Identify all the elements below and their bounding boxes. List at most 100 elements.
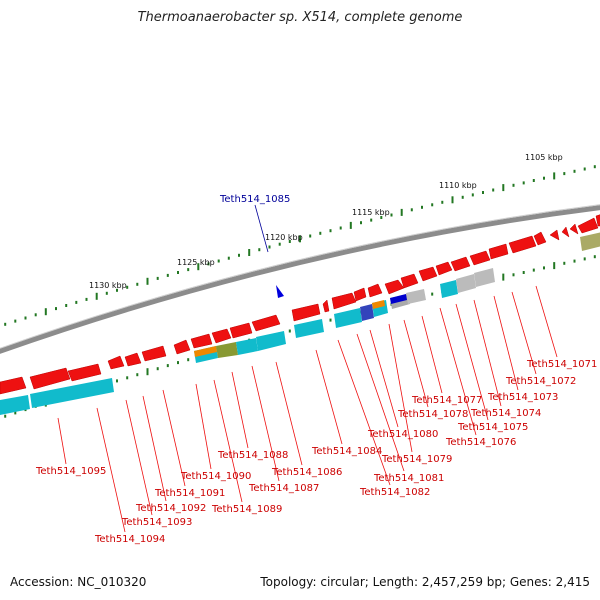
gene-leader-line <box>388 323 413 453</box>
scale-tick <box>370 218 373 222</box>
highlight-marker-icon[interactable] <box>276 285 284 298</box>
scale-tick <box>248 249 251 256</box>
gene-arrow[interactable] <box>450 256 471 272</box>
gene-arrow[interactable] <box>384 279 405 295</box>
gene-arrow[interactable] <box>508 235 537 254</box>
scale-tick <box>126 376 129 380</box>
gene-label[interactable]: Teth514_1093 <box>121 517 192 528</box>
scale-tick <box>65 304 68 307</box>
scale-tick <box>136 282 139 286</box>
gene-leader-line <box>213 379 243 503</box>
scale-tick <box>288 240 291 243</box>
gene-arrow[interactable] <box>400 273 419 289</box>
scale-tick <box>502 273 505 281</box>
gene-arrow[interactable] <box>322 299 330 313</box>
gene-arrow[interactable] <box>488 243 509 260</box>
cog-band <box>390 294 407 304</box>
gene-arrow[interactable] <box>29 367 71 390</box>
gene-arrow[interactable] <box>229 322 253 339</box>
cog-band <box>194 346 217 357</box>
scale-tick <box>55 307 57 311</box>
scale-tick <box>421 205 423 209</box>
scale-tick <box>512 183 515 187</box>
scale-tick <box>553 172 556 180</box>
scale-tick <box>288 329 291 333</box>
scale-tick <box>502 184 505 192</box>
scale-tick <box>116 379 118 383</box>
scale-tick <box>431 203 434 207</box>
cog-band <box>216 342 238 358</box>
gene-label[interactable]: Teth514_1074 <box>470 408 541 419</box>
gene-arrow[interactable] <box>367 283 383 298</box>
gene-arrow[interactable] <box>561 226 570 238</box>
gene-label[interactable]: Teth514_1071 <box>526 359 597 370</box>
gene-arrow[interactable] <box>124 352 142 367</box>
gene-arrow[interactable] <box>533 231 547 246</box>
scale-tick <box>360 221 362 225</box>
gene-arrow[interactable] <box>577 217 599 234</box>
gene-arrow[interactable] <box>251 314 281 332</box>
scale-tick <box>166 364 169 368</box>
gene-label[interactable]: Teth514_1086 <box>271 467 342 478</box>
gene-arrow[interactable] <box>291 303 321 322</box>
gene-arrow[interactable] <box>190 333 213 349</box>
scale-tick <box>75 300 78 304</box>
cog-band <box>236 338 258 355</box>
scale-tick <box>380 216 383 219</box>
scale-tick <box>156 276 159 280</box>
gene-label[interactable]: Teth514_1087 <box>248 483 319 494</box>
gene-label[interactable]: Teth514_1095 <box>35 466 106 477</box>
highlighted-gene-label[interactable]: Teth514_1085 <box>219 194 290 205</box>
cog-band <box>440 280 458 298</box>
cog-band <box>406 289 426 304</box>
gene-label[interactable]: Teth514_1073 <box>487 392 558 403</box>
gene-label[interactable]: Teth514_1092 <box>135 503 206 514</box>
gene-label[interactable]: Teth514_1089 <box>211 504 282 515</box>
gene-label[interactable]: Teth514_1094 <box>94 534 165 545</box>
gene-arrow[interactable] <box>469 250 491 266</box>
gene-arrow[interactable] <box>67 363 102 382</box>
gene-label[interactable]: Teth514_1080 <box>367 429 438 440</box>
scale-tick <box>543 176 545 180</box>
gene-label[interactable]: Teth514_1082 <box>359 487 430 498</box>
scale-tick <box>339 226 342 230</box>
gene-arrow[interactable] <box>173 339 191 355</box>
gene-label[interactable]: Teth514_1088 <box>217 450 288 461</box>
scale-tick <box>4 322 7 326</box>
scale-tick <box>85 297 88 301</box>
scale-label-1110: 1110 kbp <box>439 181 477 190</box>
gene-label[interactable]: Teth514_1078 <box>397 409 468 420</box>
gene-label[interactable]: Teth514_1072 <box>505 376 576 387</box>
scale-tick <box>563 261 566 265</box>
gene-label[interactable]: Teth514_1091 <box>154 488 225 499</box>
gene-label[interactable]: Teth514_1090 <box>180 471 251 482</box>
gene-arrow[interactable] <box>595 214 600 227</box>
gene-arrow[interactable] <box>211 328 232 344</box>
scale-tick <box>299 235 301 243</box>
gene-label[interactable]: Teth514_1079 <box>381 454 452 465</box>
gene-arrow[interactable] <box>0 376 27 395</box>
gene-arrow[interactable] <box>569 223 579 235</box>
gene-arrow[interactable] <box>435 261 453 276</box>
gene-arrow[interactable] <box>549 229 560 241</box>
gene-leader-line <box>231 371 249 449</box>
scale-tick <box>593 165 596 169</box>
gene-label[interactable]: Teth514_1081 <box>373 473 444 484</box>
gene-arrow[interactable] <box>141 345 167 362</box>
cog-band <box>30 378 114 408</box>
gene-leader-line <box>275 361 303 466</box>
gene-label[interactable]: Teth514_1077 <box>411 395 482 406</box>
gene-leader-line <box>57 417 67 465</box>
gene-arrow[interactable] <box>418 266 438 282</box>
scale-tick <box>197 263 200 271</box>
gene-arrow[interactable] <box>353 287 367 302</box>
cog-band <box>456 274 476 293</box>
gene-label[interactable]: Teth514_1076 <box>445 437 516 448</box>
gene-arrow[interactable] <box>107 355 125 370</box>
gene-arrow[interactable] <box>331 292 357 310</box>
gene-label-leaders <box>57 285 558 533</box>
gene-label[interactable]: Teth514_1075 <box>457 422 528 433</box>
gene-label[interactable]: Teth514_1084 <box>311 446 382 457</box>
